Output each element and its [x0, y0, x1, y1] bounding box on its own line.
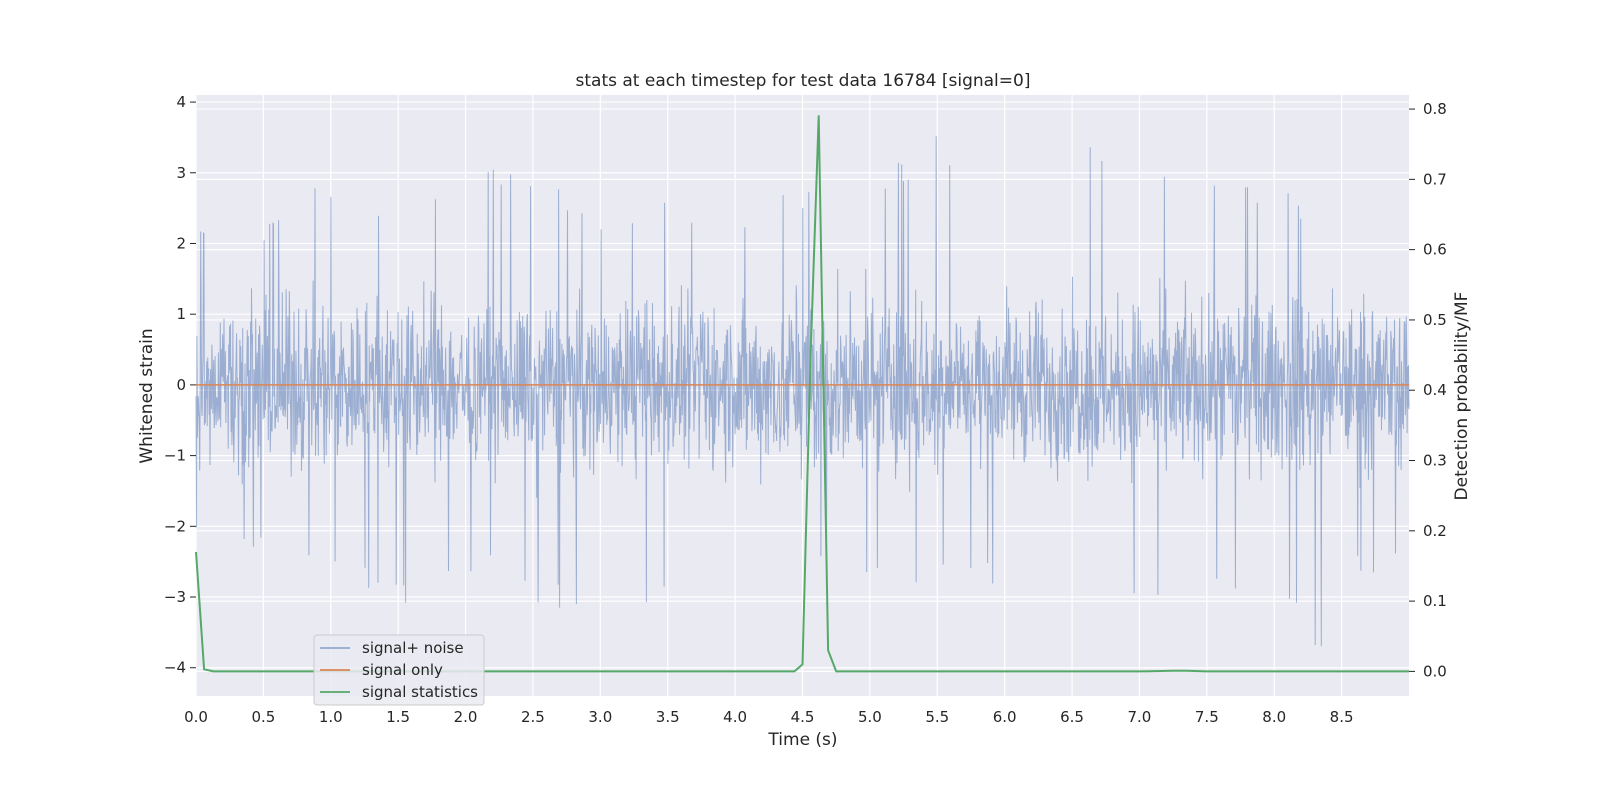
- x-tick-label: 1.5: [386, 708, 410, 726]
- x-tick-label: 8.0: [1262, 708, 1286, 726]
- y2-tick-label: 0.3: [1423, 452, 1447, 470]
- y-tick-label: −4: [164, 659, 186, 677]
- y2-axis-ticks: 0.8 0.7 0.6 0.5 0.4 0.3 0.2 0.1 0.0: [1409, 100, 1447, 680]
- x-axis-ticks: 0.0 0.5 1.0 1.5 2.0 2.5 3.0 3.5 4.0 4.5 5.0 5.5 6.0 6…: [184, 708, 1353, 726]
- x-tick-label: 2.5: [521, 708, 545, 726]
- y-tick-label: 3: [176, 164, 186, 182]
- y-tick-label: −1: [164, 447, 186, 465]
- x-tick-label: 7.0: [1128, 708, 1152, 726]
- x-tick-label: 6.0: [993, 708, 1017, 726]
- series-signal-plus-noise: [195, 136, 1410, 647]
- x-tick-label: 0.5: [251, 708, 275, 726]
- x-tick-label: 4.0: [723, 708, 747, 726]
- y-tick-label: 4: [176, 93, 186, 111]
- x-tick-label: 7.5: [1195, 708, 1219, 726]
- legend-label: signal only: [362, 661, 443, 679]
- legend-label: signal+ noise: [362, 639, 464, 657]
- y2-tick-label: 0.6: [1423, 241, 1447, 259]
- y-tick-label: 2: [176, 234, 186, 252]
- y2-tick-label: 0.5: [1423, 311, 1447, 329]
- x-tick-label: 1.0: [319, 708, 343, 726]
- legend-label: signal statistics: [362, 683, 478, 701]
- y-axis-label: Whitened strain: [137, 328, 157, 463]
- x-tick-label: 5.5: [925, 708, 949, 726]
- legend-box: [313, 634, 485, 706]
- y-tick-label: −3: [164, 588, 186, 606]
- y2-tick-label: 0.2: [1423, 522, 1447, 540]
- x-tick-label: 2.0: [454, 708, 478, 726]
- legend: signal+ noise signal only signal statistic…: [313, 634, 485, 706]
- y2-tick-label: 0.1: [1423, 592, 1447, 610]
- chart-title: stats at each timestep for test data 167…: [576, 71, 1031, 91]
- y-tick-label: −2: [164, 517, 186, 535]
- x-tick-label: 6.5: [1060, 708, 1084, 726]
- y2-tick-label: 0.4: [1423, 381, 1447, 399]
- y2-tick-label: 0.8: [1423, 100, 1447, 118]
- signal-plus-noise-line: [195, 136, 1410, 647]
- x-tick-label: 0.0: [184, 708, 208, 726]
- y2-tick-label: 0.0: [1423, 662, 1447, 680]
- x-tick-label: 4.5: [791, 708, 815, 726]
- x-axis-label: Time (s): [767, 730, 837, 750]
- x-tick-label: 3.5: [656, 708, 680, 726]
- x-tick-label: 8.5: [1330, 708, 1354, 726]
- y2-tick-label: 0.7: [1423, 170, 1447, 188]
- x-tick-label: 5.0: [858, 708, 882, 726]
- y2-axis-label: Detection probability/MF: [1452, 292, 1472, 501]
- y-axis-ticks: 4 3 2 1 0 −1 −2 −3 −4: [164, 93, 196, 677]
- x-tick-label: 3.0: [588, 708, 612, 726]
- y-tick-label: 1: [176, 305, 186, 323]
- y-tick-label: 0: [176, 376, 186, 394]
